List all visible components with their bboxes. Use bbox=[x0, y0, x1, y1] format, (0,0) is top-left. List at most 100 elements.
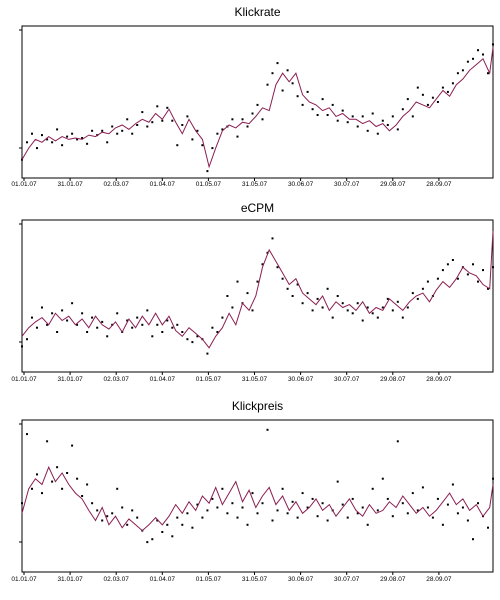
data-point bbox=[482, 269, 484, 272]
data-point bbox=[361, 319, 364, 322]
data-point bbox=[446, 90, 449, 93]
data-point bbox=[466, 519, 469, 522]
data-point bbox=[106, 515, 109, 518]
data-point bbox=[431, 516, 434, 519]
data-point bbox=[221, 316, 224, 319]
data-point bbox=[271, 237, 274, 240]
data-point bbox=[241, 506, 244, 509]
data-point bbox=[276, 62, 279, 65]
data-point bbox=[151, 335, 154, 338]
data-point bbox=[451, 259, 454, 261]
data-point bbox=[131, 132, 134, 135]
data-point bbox=[126, 319, 129, 322]
data-point bbox=[356, 512, 359, 515]
data-point bbox=[96, 326, 99, 329]
data-point bbox=[421, 486, 424, 489]
data-point bbox=[131, 326, 134, 329]
data-point bbox=[116, 312, 119, 315]
data-point bbox=[371, 487, 374, 490]
data-point bbox=[236, 516, 239, 519]
data-point bbox=[171, 119, 174, 122]
data-point bbox=[276, 266, 279, 269]
series-line bbox=[21, 47, 494, 169]
data-point bbox=[356, 302, 359, 305]
data-point bbox=[146, 309, 149, 312]
data-point bbox=[226, 512, 229, 515]
data-point bbox=[266, 83, 269, 86]
data-point bbox=[51, 312, 54, 315]
data-point bbox=[316, 297, 319, 300]
data-point bbox=[266, 428, 269, 431]
data-point bbox=[472, 57, 474, 60]
data-point bbox=[286, 69, 289, 72]
data-point bbox=[341, 109, 344, 112]
data-point bbox=[56, 331, 59, 333]
chart-title: eCPM bbox=[241, 201, 274, 215]
data-point bbox=[326, 519, 329, 522]
data-point bbox=[351, 497, 354, 500]
data-point bbox=[301, 103, 304, 106]
data-point bbox=[426, 506, 429, 509]
data-point bbox=[91, 502, 94, 505]
data-point bbox=[131, 509, 134, 512]
data-point bbox=[176, 516, 179, 519]
x-tick-label: 31.01.07 bbox=[57, 576, 83, 583]
data-point bbox=[376, 316, 379, 319]
data-point bbox=[366, 129, 369, 132]
data-point bbox=[276, 509, 279, 512]
data-point bbox=[81, 137, 84, 139]
data-point bbox=[336, 480, 339, 483]
data-point bbox=[161, 119, 164, 122]
data-point bbox=[406, 306, 409, 309]
data-point bbox=[116, 487, 119, 490]
data-point bbox=[411, 492, 414, 495]
data-point bbox=[396, 128, 399, 131]
x-tick-label: 01.01.07 bbox=[11, 376, 37, 383]
data-point bbox=[311, 108, 314, 111]
data-point bbox=[61, 487, 64, 490]
data-point bbox=[492, 266, 494, 269]
x-tick-label: 01.01.07 bbox=[11, 576, 37, 583]
data-point bbox=[111, 512, 114, 515]
data-point bbox=[261, 118, 264, 121]
data-point bbox=[331, 103, 334, 106]
data-point bbox=[361, 115, 364, 118]
x-tick-label: 31.05.07 bbox=[242, 181, 268, 188]
data-point bbox=[346, 516, 349, 519]
x-tick-label: 02.03.07 bbox=[104, 576, 130, 583]
data-point bbox=[166, 319, 169, 322]
data-point bbox=[441, 523, 444, 526]
data-point bbox=[296, 516, 299, 519]
x-tick-label: 30.07.07 bbox=[334, 576, 360, 583]
data-point bbox=[336, 295, 339, 297]
data-point bbox=[281, 487, 284, 490]
data-point bbox=[101, 320, 104, 323]
data-point bbox=[346, 121, 349, 124]
data-point bbox=[461, 69, 464, 72]
data-point bbox=[31, 487, 33, 490]
data-point bbox=[81, 312, 84, 315]
data-point bbox=[261, 263, 264, 266]
data-point bbox=[56, 466, 59, 469]
data-point bbox=[26, 433, 28, 436]
data-point bbox=[196, 503, 199, 506]
data-point bbox=[306, 292, 309, 295]
data-point bbox=[336, 119, 339, 122]
x-tick-label: 30.06.07 bbox=[288, 181, 314, 188]
data-point bbox=[316, 515, 319, 518]
data-point bbox=[451, 483, 454, 486]
data-point bbox=[46, 138, 49, 141]
data-point bbox=[326, 287, 329, 290]
data-point bbox=[41, 134, 43, 137]
data-point bbox=[436, 277, 439, 280]
data-point bbox=[31, 316, 33, 319]
x-tick-label: 01.04.07 bbox=[150, 376, 176, 383]
data-point bbox=[141, 323, 144, 326]
x-tick-label: 30.06.07 bbox=[288, 376, 314, 383]
data-point bbox=[171, 535, 174, 538]
data-point bbox=[246, 523, 249, 526]
data-point bbox=[181, 331, 184, 333]
data-point bbox=[76, 138, 79, 141]
data-point bbox=[301, 492, 304, 495]
data-point bbox=[86, 483, 89, 486]
